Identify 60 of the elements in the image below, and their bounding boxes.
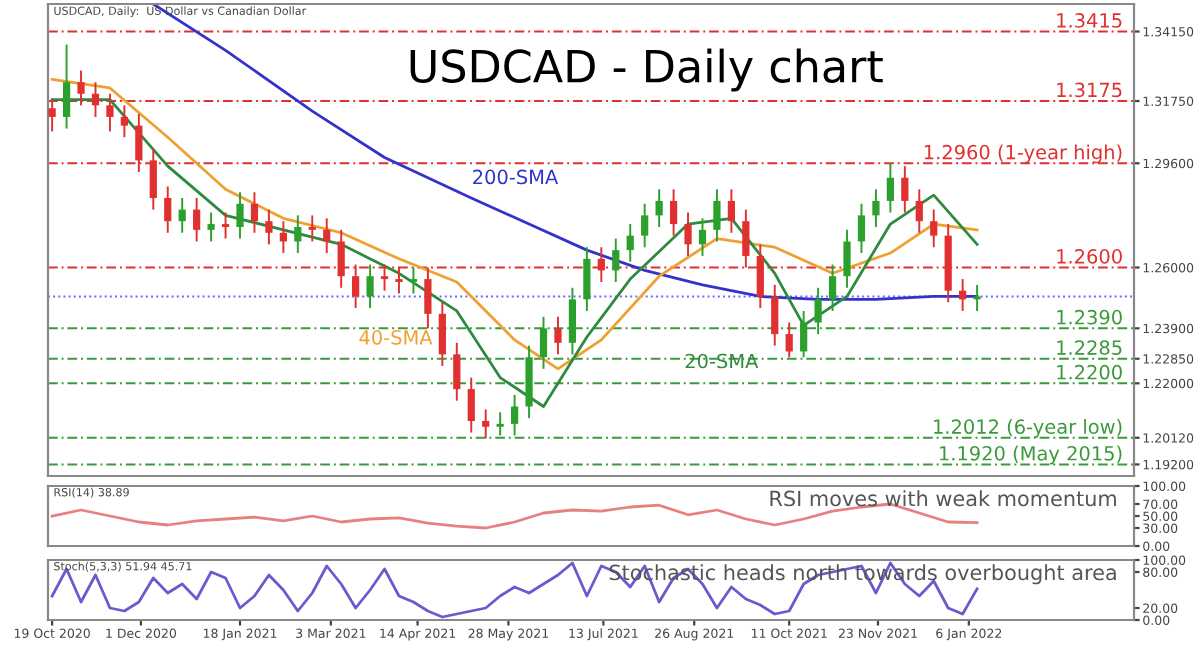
ref-line-label: 1.2390 bbox=[1057, 309, 1122, 325]
candlestick bbox=[727, 188, 736, 234]
candlestick bbox=[294, 214, 302, 254]
candlestick bbox=[511, 393, 519, 437]
candlestick bbox=[785, 321, 793, 359]
candlestick bbox=[713, 188, 721, 243]
candlestick bbox=[424, 266, 432, 330]
candlestick bbox=[568, 286, 577, 356]
annotation: 200-SMA bbox=[473, 169, 559, 185]
candlestick bbox=[684, 211, 692, 257]
ref-line-label: 1.3175 bbox=[1057, 82, 1122, 98]
ref-line-label: 1.2012 (6-year low) bbox=[934, 418, 1122, 438]
candlestick bbox=[973, 283, 981, 312]
candlestick bbox=[641, 202, 649, 249]
candlestick bbox=[554, 315, 562, 356]
candlestick bbox=[828, 263, 837, 312]
candlestick bbox=[236, 191, 244, 240]
ref-line-label: 1.2285 bbox=[1057, 340, 1122, 355]
candlestick bbox=[771, 283, 779, 347]
candlestick bbox=[698, 217, 707, 257]
candlestick bbox=[669, 188, 678, 237]
candlestick bbox=[800, 309, 808, 359]
ref-line-label: 1.2960 (1-year high) bbox=[924, 144, 1122, 164]
candlestick bbox=[120, 104, 128, 139]
ref-line-label: 1.1920 (May 2015) bbox=[940, 445, 1122, 465]
candlestick bbox=[221, 211, 230, 240]
candlestick bbox=[872, 188, 880, 228]
candlestick bbox=[178, 197, 186, 234]
candlestick bbox=[467, 376, 475, 434]
candlestick bbox=[438, 301, 446, 367]
candlestick bbox=[482, 408, 490, 440]
candlestick bbox=[164, 185, 172, 234]
candlestick bbox=[193, 197, 201, 243]
candlestick bbox=[62, 43, 71, 130]
candlestick bbox=[843, 228, 851, 289]
candlestick bbox=[308, 214, 316, 243]
candlestick bbox=[207, 211, 215, 243]
ref-line-label: 1.2600 bbox=[1057, 249, 1122, 264]
candlestick bbox=[655, 188, 663, 228]
candlestick bbox=[930, 208, 938, 249]
candlestick bbox=[539, 315, 548, 370]
ref-line-label: 1.3415 bbox=[1057, 13, 1122, 28]
candlestick bbox=[453, 341, 461, 402]
ref-line-label: 1.2200 bbox=[1057, 364, 1122, 380]
text: USDCAD - Daily chart bbox=[410, 48, 883, 92]
candlestick bbox=[583, 246, 591, 312]
candlestick bbox=[409, 266, 418, 295]
candlestick bbox=[626, 223, 634, 263]
candlestick bbox=[886, 162, 894, 214]
candlestick bbox=[814, 286, 822, 336]
annotation: 40-SMA bbox=[359, 330, 433, 345]
candlestick bbox=[612, 237, 620, 283]
annotation: RSI moves with weak momentum bbox=[770, 490, 1116, 507]
candlestick bbox=[323, 217, 331, 254]
candlestick bbox=[496, 411, 504, 437]
candlestick bbox=[366, 263, 374, 310]
candlestick bbox=[250, 191, 259, 234]
candlestick bbox=[265, 208, 273, 246]
candlestick bbox=[915, 188, 923, 234]
candlestick bbox=[857, 202, 866, 254]
